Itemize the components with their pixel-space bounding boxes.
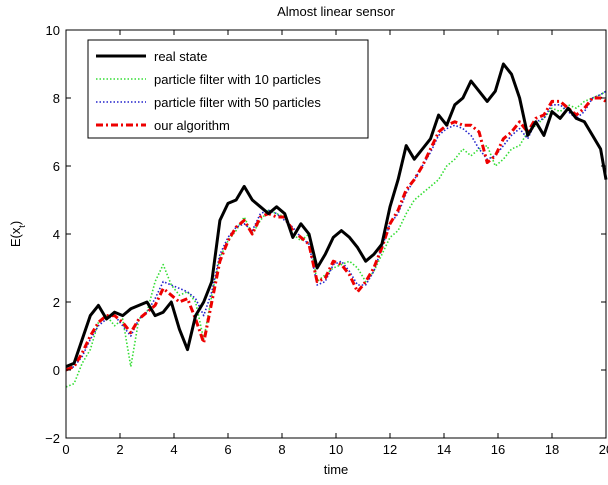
y-axis-title: E(xt) [8, 221, 27, 247]
y-tick-label: 6 [53, 159, 60, 174]
x-tick-label: 8 [278, 442, 285, 457]
y-tick-label: 2 [53, 295, 60, 310]
y-tick-label: 4 [53, 227, 60, 242]
series-line-2 [65, 90, 607, 371]
x-tick-label: 6 [224, 442, 231, 457]
y-axis-title-subscript: t [17, 225, 27, 228]
y-axis-title-main: E(x [8, 227, 23, 247]
x-tick-label: 20 [599, 442, 608, 457]
x-tick-label: 2 [116, 442, 123, 457]
legend-label: particle filter with 10 particles [154, 72, 321, 87]
x-tick-label: 4 [170, 442, 177, 457]
legend-label: real state [154, 49, 207, 64]
y-axis-title-close: ) [8, 221, 23, 225]
series-line-0 [65, 62, 608, 368]
y-tick-label: −2 [45, 431, 60, 446]
x-axis-title: time [324, 462, 349, 477]
y-tick-label: 8 [53, 91, 60, 106]
legend-label: our algorithm [154, 118, 230, 133]
x-tick-label: 0 [62, 442, 69, 457]
y-axis: −2 0 2 4 6 8 10 [45, 23, 606, 446]
legend-label: particle filter with 50 particles [154, 95, 321, 110]
x-tick-label: 18 [545, 442, 559, 457]
legend: real state particle filter with 10 partic… [87, 39, 369, 139]
x-tick-label: 10 [329, 442, 343, 457]
x-tick-label: 16 [491, 442, 505, 457]
chart-title: Almost linear sensor [277, 4, 395, 19]
series-line-3 [65, 96, 607, 372]
y-tick-label: 10 [46, 23, 60, 38]
y-tick-label: 0 [53, 363, 60, 378]
series-layer [65, 62, 608, 388]
x-axis: 0 2 4 6 8 10 12 14 16 18 20 [62, 30, 608, 457]
x-tick-label: 12 [383, 442, 397, 457]
x-tick-label: 14 [437, 442, 451, 457]
